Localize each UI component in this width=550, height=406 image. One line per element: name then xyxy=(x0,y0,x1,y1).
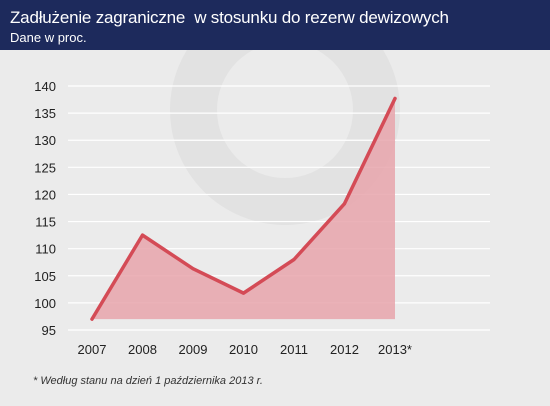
y-tick-label: 95 xyxy=(42,323,56,338)
y-tick-label: 125 xyxy=(34,160,56,175)
data-point-2008 xyxy=(141,233,144,237)
x-tick-label: 2012 xyxy=(330,342,359,357)
y-tick-label: 115 xyxy=(35,215,56,230)
data-point-2013* xyxy=(393,96,397,100)
y-tick-label: 120 xyxy=(34,187,56,202)
plot-layer xyxy=(90,96,397,321)
data-point-2007 xyxy=(90,317,94,321)
y-tick-label: 105 xyxy=(34,269,56,284)
y-tick-label: 140 xyxy=(34,79,56,94)
y-tick-label: 130 xyxy=(34,133,56,148)
watermark xyxy=(170,50,400,225)
x-tick-label: 2011 xyxy=(280,342,308,357)
y-axis: 95 100 105 110 115 120 125 130 135 140 xyxy=(34,79,56,338)
x-axis: 2007 2008 2009 2010 2011 2012 2013* xyxy=(78,342,412,357)
chart-subtitle: Dane w proc. xyxy=(10,30,87,45)
x-tick-label: 2008 xyxy=(128,342,157,357)
y-tick-label: 110 xyxy=(35,242,56,257)
x-tick-label: 2013* xyxy=(378,342,412,357)
x-tick-label: 2007 xyxy=(78,342,107,357)
data-point-2009 xyxy=(191,267,195,271)
y-tick-label: 135 xyxy=(34,106,56,121)
data-point-2010 xyxy=(242,291,245,295)
data-point-2012 xyxy=(343,202,346,206)
chart-header: Zadłużenie zagraniczne w stosunku do rez… xyxy=(0,0,550,50)
footnote: * Według stanu na dzień 1 października 2… xyxy=(33,375,263,387)
data-point-2011 xyxy=(292,258,296,262)
chart-title: Zadłużenie zagraniczne w stosunku do rez… xyxy=(10,8,449,27)
series-area xyxy=(92,98,395,320)
y-tick-label: 100 xyxy=(34,296,56,311)
x-tick-label: 2009 xyxy=(179,342,208,357)
x-tick-label: 2010 xyxy=(229,342,258,357)
